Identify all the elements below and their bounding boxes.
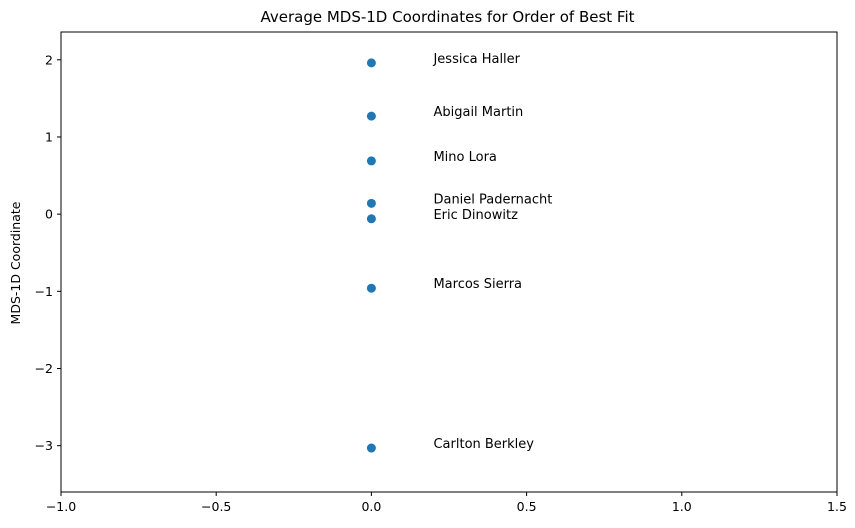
x-tick-label: −0.5 (201, 499, 231, 514)
data-point (366, 156, 376, 166)
point-label: Abigail Martin (433, 105, 523, 120)
chart-title: Average MDS-1D Coordinates for Order of … (260, 8, 634, 26)
x-tick-label: 0.0 (361, 499, 381, 514)
y-tick-label: 1 (45, 129, 53, 144)
y-tick-label: −2 (35, 361, 53, 376)
data-point (366, 443, 376, 453)
plot-area: −1.0 −0.5 0.0 0.5 1.0 1.5 2 1 0 −1 −2 −3 Jessica Hal… (35, 52, 847, 514)
y-tick-label: 0 (45, 207, 53, 222)
y-tick-label: −3 (35, 438, 53, 453)
point-label: Carlton Berkley (433, 437, 534, 452)
y-tick-label: 2 (45, 52, 53, 67)
point-label: Eric Dinowitz (433, 208, 518, 223)
point-label: Daniel Padernacht (433, 192, 552, 207)
point-label: Mino Lora (433, 150, 496, 165)
y-tick-label: −1 (35, 284, 53, 299)
x-tick-label: 1.5 (827, 499, 847, 514)
point-label: Marcos Sierra (433, 277, 522, 292)
point-label: Jessica Haller (432, 52, 520, 67)
data-point (366, 111, 376, 121)
data-point (366, 198, 376, 208)
plot-frame (60, 31, 838, 493)
x-tick-label: 0.5 (517, 499, 537, 514)
y-axis-label: MDS-1D Coordinate (8, 201, 23, 324)
x-tick-label: 1.0 (672, 499, 692, 514)
data-point (366, 283, 376, 293)
x-tick-label: −1.0 (46, 499, 76, 514)
data-point (366, 214, 376, 224)
data-point (366, 58, 376, 68)
